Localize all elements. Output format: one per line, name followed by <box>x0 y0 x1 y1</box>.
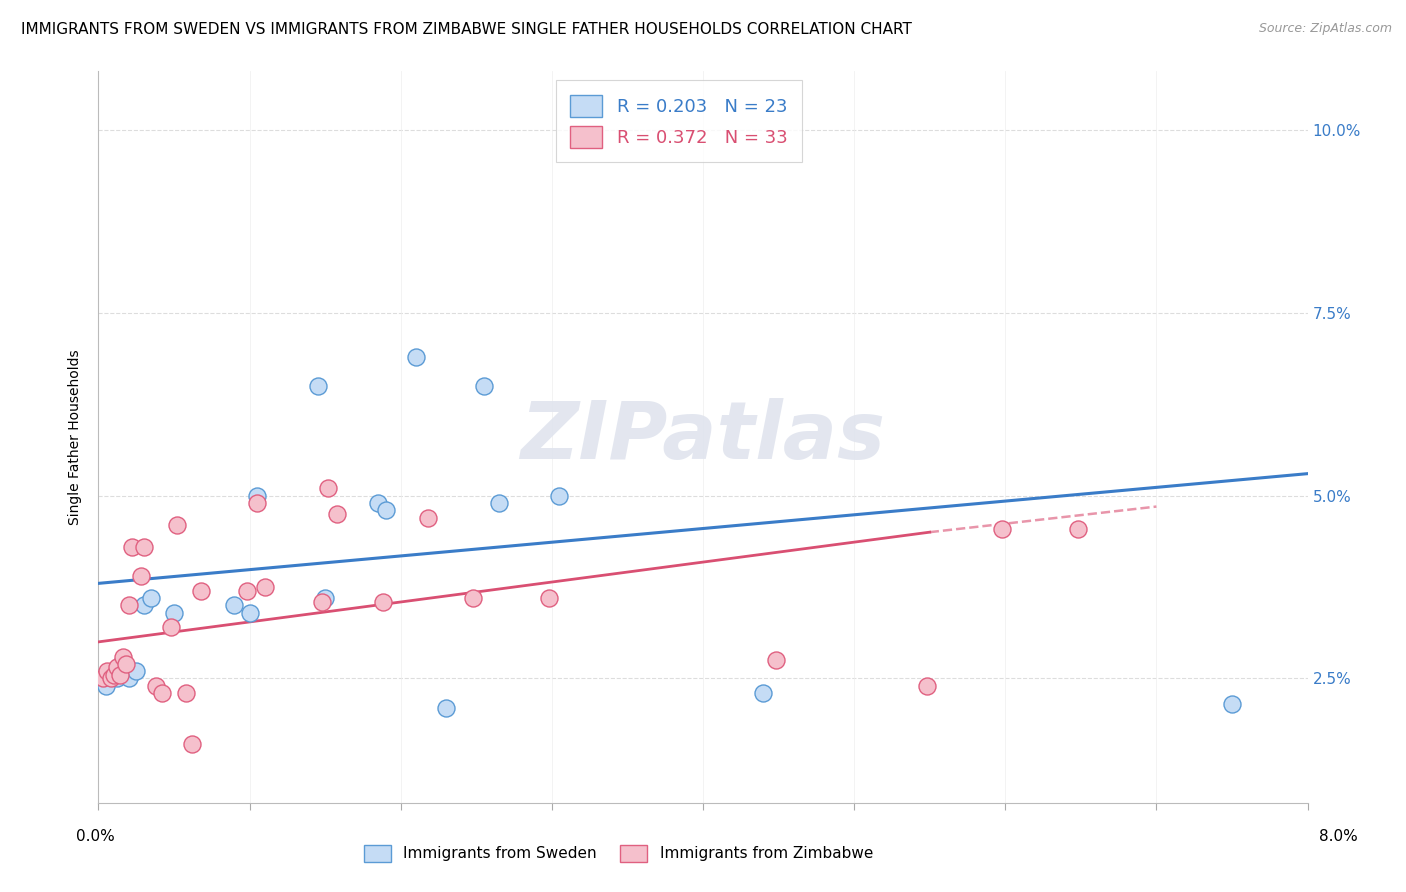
Point <box>105 660 128 674</box>
Point <box>111 649 134 664</box>
Point <box>915 679 938 693</box>
Point <box>141 591 163 605</box>
Text: 0.0%: 0.0% <box>76 830 115 844</box>
Point <box>307 379 329 393</box>
Point <box>1067 521 1090 535</box>
Point <box>235 583 257 598</box>
Point <box>190 583 212 598</box>
Text: IMMIGRANTS FROM SWEDEN VS IMMIGRANTS FROM ZIMBABWE SINGLE FATHER HOUSEHOLDS CORR: IMMIGRANTS FROM SWEDEN VS IMMIGRANTS FRO… <box>21 22 912 37</box>
Point <box>160 620 183 634</box>
Point <box>118 672 141 686</box>
Point <box>374 503 396 517</box>
Point <box>114 657 136 671</box>
Point <box>537 591 560 605</box>
Point <box>472 379 495 393</box>
Point <box>103 664 125 678</box>
Point <box>150 686 173 700</box>
Point <box>246 489 269 503</box>
Point <box>181 737 204 751</box>
Point <box>94 679 117 693</box>
Point <box>1220 697 1243 711</box>
Point <box>110 657 132 671</box>
Point <box>326 507 349 521</box>
Point <box>405 350 427 364</box>
Point <box>91 672 114 686</box>
Point <box>105 672 128 686</box>
Point <box>246 496 269 510</box>
Point <box>108 667 131 682</box>
Point <box>132 599 155 613</box>
Point <box>224 599 246 613</box>
Point <box>145 679 167 693</box>
Point <box>96 664 118 678</box>
Point <box>239 606 262 620</box>
Point <box>765 653 787 667</box>
Point <box>253 580 276 594</box>
Point <box>488 496 510 510</box>
Point <box>129 569 152 583</box>
Point <box>311 595 333 609</box>
Point <box>174 686 197 700</box>
Point <box>125 664 148 678</box>
Text: ZIPatlas: ZIPatlas <box>520 398 886 476</box>
Text: Source: ZipAtlas.com: Source: ZipAtlas.com <box>1258 22 1392 36</box>
Point <box>100 672 122 686</box>
Point <box>367 496 389 510</box>
Point <box>103 667 125 682</box>
Point <box>434 700 457 714</box>
Point <box>314 591 336 605</box>
Point <box>752 686 775 700</box>
Point <box>316 481 339 495</box>
Legend: Immigrants from Sweden, Immigrants from Zimbabwe: Immigrants from Sweden, Immigrants from … <box>357 838 879 868</box>
Text: 8.0%: 8.0% <box>1319 830 1358 844</box>
Y-axis label: Single Father Households: Single Father Households <box>69 350 83 524</box>
Point <box>121 540 143 554</box>
Point <box>371 595 394 609</box>
Point <box>163 606 186 620</box>
Point <box>118 599 141 613</box>
Point <box>463 591 485 605</box>
Point <box>991 521 1014 535</box>
Point <box>132 540 155 554</box>
Point <box>416 510 439 524</box>
Point <box>166 517 188 532</box>
Point <box>548 489 571 503</box>
